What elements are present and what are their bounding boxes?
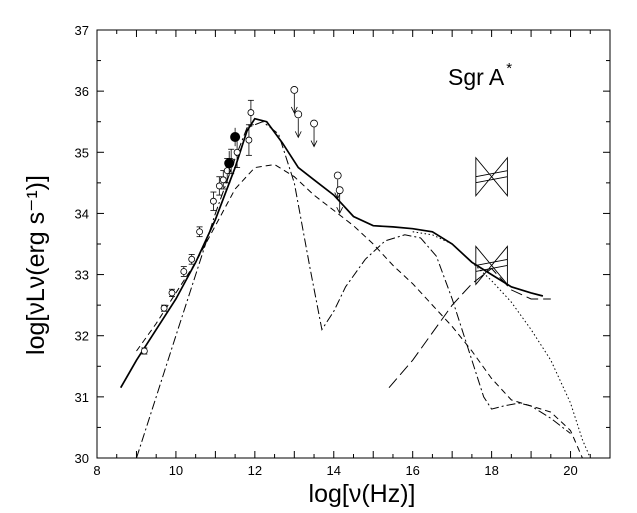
long-dash-curve [388,267,551,389]
bowtie [475,245,508,286]
axis-ticks: 8 10 12 14 16 18 20 30 31 32 33 34 35 36 37 [75,23,611,478]
open-point [168,289,176,297]
y-tick-label: 30 [75,451,89,466]
y-tick-label: 36 [75,84,89,99]
x-axis-title: log[ν(Hz)] [309,480,416,508]
upper-limit-arrow [290,106,298,114]
x-tick-label: 14 [327,463,341,478]
open-point [219,176,227,184]
open-point [247,109,255,116]
open-point [245,136,253,144]
upper-limit-point [333,171,342,180]
x-tick-label: 10 [169,463,183,478]
source-annotation: Sgr A * [448,60,512,90]
x-tick-label: 18 [484,463,498,478]
xray-bowties [475,156,508,286]
data-points [140,99,255,355]
open-point [180,268,188,275]
upper-limit-point [310,119,318,128]
bowtie [475,156,508,197]
open-point [210,197,217,205]
y-tick-label: 32 [75,329,89,344]
upper-limit-arrow [310,140,318,148]
upper-limit-point [290,86,299,94]
upper-limits [290,86,344,215]
upper-limit-point [335,186,344,195]
y-tick-label: 31 [75,390,89,405]
y-tick-label: 37 [75,23,89,38]
x-tick-label: 8 [93,463,100,478]
plot-border [96,29,611,459]
upper-limit-arrow [294,131,302,139]
y-axis-title: log[νLν(erg s⁻¹)] [22,175,50,355]
y-tick-label: 34 [75,206,89,221]
upper-limit-point [294,110,303,119]
plot-frame [96,29,611,459]
upper-limit-arrow [336,207,344,215]
open-point [140,347,148,355]
open-point [188,255,196,263]
open-point [196,228,204,236]
filled-point [224,158,235,169]
open-point [215,182,223,190]
dashed-curve [136,163,583,459]
open-point [233,148,241,156]
filled-point [230,132,241,142]
solid-curve [119,117,544,389]
model-curves [119,117,591,459]
x-tick-label: 12 [248,463,262,478]
y-tick-label: 35 [75,145,89,160]
x-tick-label: 20 [563,463,577,478]
y-tick-label: 33 [75,268,89,283]
open-point [160,304,168,312]
x-tick-label: 16 [405,463,419,478]
dotted-curve [412,231,591,459]
dash-dot-curve [136,121,571,459]
